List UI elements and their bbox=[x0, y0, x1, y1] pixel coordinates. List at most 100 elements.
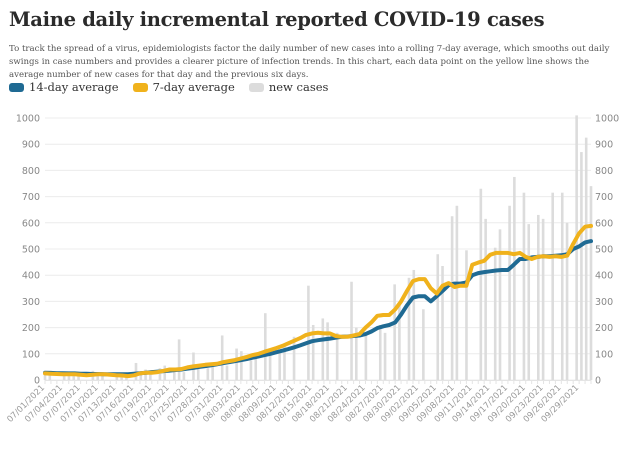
new-cases-bar bbox=[225, 365, 229, 380]
legend-swatch-new-cases bbox=[248, 82, 264, 92]
y-tick-label-right: 100 bbox=[595, 349, 613, 360]
new-cases-bar bbox=[62, 373, 66, 380]
new-cases-bar bbox=[479, 188, 483, 380]
new-cases-bar bbox=[254, 356, 258, 380]
y-tick-label-left: 700 bbox=[22, 192, 40, 203]
new-cases-bar bbox=[450, 216, 454, 380]
y-axis-left: 0 100 200 300 400 500 600 700 800 900 1000 bbox=[16, 114, 40, 387]
legend-item-14-day[interactable]: 14-day average bbox=[9, 80, 119, 94]
new-cases-bar bbox=[455, 205, 459, 380]
new-cases-bar bbox=[465, 250, 468, 380]
new-cases-bar bbox=[182, 372, 186, 380]
legend-item-new-cases[interactable]: new cases bbox=[248, 80, 329, 94]
legend-label-14-day: 14-day average bbox=[29, 80, 119, 94]
legend: 14-day average 7-day average new cases bbox=[9, 80, 342, 94]
new-cases-bar bbox=[177, 339, 181, 380]
y-tick-label-right: 300 bbox=[595, 297, 613, 308]
y-tick-label-left: 1000 bbox=[16, 114, 40, 125]
new-cases-bar bbox=[335, 332, 339, 380]
new-cases-bar bbox=[364, 335, 368, 380]
new-cases-bar bbox=[508, 205, 511, 380]
y-tick-label-left: 500 bbox=[22, 245, 40, 256]
new-cases-bar bbox=[412, 269, 416, 380]
y-axis-right: 0 100 200 300 400 500 600 700 800 900 1000 bbox=[595, 114, 619, 387]
y-tick-label-left: 400 bbox=[22, 271, 40, 282]
new-cases-bar bbox=[513, 176, 516, 380]
new-cases-bar bbox=[249, 360, 253, 380]
new-cases-bar bbox=[220, 335, 224, 380]
chart-title: Maine daily incremental reported COVID-1… bbox=[9, 8, 545, 31]
new-cases-bar bbox=[537, 214, 540, 380]
new-cases-bar bbox=[484, 218, 487, 380]
y-tick-label-right: 400 bbox=[595, 271, 613, 282]
y-tick-label-right: 1000 bbox=[595, 114, 619, 125]
new-cases-bar bbox=[584, 137, 588, 380]
y-tick-label-left: 100 bbox=[22, 349, 40, 360]
new-cases-bar bbox=[541, 218, 545, 380]
legend-label-new-cases: new cases bbox=[268, 80, 329, 94]
new-cases-bar bbox=[422, 309, 425, 380]
new-cases-bar bbox=[565, 222, 569, 380]
new-cases-bar bbox=[283, 345, 286, 380]
new-cases-bar bbox=[522, 192, 526, 380]
x-axis: 07/01/202107/04/202107/07/202107/10/2021… bbox=[5, 380, 592, 425]
y-tick-label-left: 200 bbox=[22, 323, 40, 334]
y-tick-label-right: 600 bbox=[595, 218, 613, 229]
y-tick-label-left: 900 bbox=[22, 140, 40, 151]
new-cases-bar bbox=[378, 324, 382, 380]
y-tick-label-right: 0 bbox=[595, 376, 601, 387]
y-tick-label-right: 200 bbox=[595, 323, 613, 334]
new-cases-bar bbox=[149, 370, 152, 380]
y-tick-label-right: 700 bbox=[595, 192, 613, 203]
new-cases-bar bbox=[196, 365, 200, 380]
new-cases-bar bbox=[240, 351, 243, 380]
new-cases-bar bbox=[278, 349, 281, 380]
new-cases-bar bbox=[48, 372, 52, 380]
new-cases-bar bbox=[144, 369, 147, 380]
new-cases-bar bbox=[139, 372, 143, 380]
chart-description: To track the spread of a virus, epidemio… bbox=[9, 44, 610, 80]
new-cases-bar bbox=[120, 376, 123, 380]
new-cases-bar bbox=[158, 368, 162, 380]
new-cases-bar bbox=[493, 247, 497, 380]
new-cases-bar bbox=[355, 327, 358, 380]
new-cases-bar bbox=[134, 362, 138, 380]
legend-swatch-14-day bbox=[9, 82, 24, 92]
new-cases-bar bbox=[321, 318, 325, 380]
new-cases-bar bbox=[173, 369, 176, 380]
new-cases-bar bbox=[560, 192, 564, 380]
new-cases-bar bbox=[326, 322, 329, 380]
new-cases-bar bbox=[292, 336, 296, 380]
7-day-average-line bbox=[43, 223, 593, 379]
y-tick-label-right: 900 bbox=[595, 140, 613, 151]
y-tick-label-left: 800 bbox=[22, 166, 40, 177]
new-cases-bar bbox=[77, 374, 80, 380]
new-cases-bar bbox=[589, 186, 593, 380]
new-cases-bar bbox=[407, 277, 411, 380]
new-cases-bar bbox=[311, 324, 315, 380]
lines bbox=[43, 223, 593, 379]
new-cases-bar bbox=[72, 372, 76, 380]
new-cases-bar bbox=[206, 368, 210, 380]
y-tick-label-right: 500 bbox=[595, 245, 613, 256]
y-tick-label-left: 300 bbox=[22, 297, 40, 308]
new-cases-bar bbox=[441, 266, 444, 380]
new-cases-bar bbox=[115, 375, 119, 380]
new-cases-bar bbox=[527, 224, 531, 380]
new-cases-bar bbox=[398, 304, 401, 380]
y-tick-label-right: 800 bbox=[595, 166, 613, 177]
new-cases-bar bbox=[498, 229, 502, 380]
new-cases-bar bbox=[551, 192, 554, 380]
new-cases-bar bbox=[350, 281, 353, 380]
new-cases-bar bbox=[436, 254, 440, 380]
new-cases-bar bbox=[580, 152, 583, 380]
y-tick-label-left: 600 bbox=[22, 218, 40, 229]
new-cases-bar bbox=[383, 332, 387, 380]
new-cases-bar bbox=[96, 374, 99, 380]
legend-swatch-7-day bbox=[132, 82, 148, 92]
legend-item-7-day[interactable]: 7-day average bbox=[132, 80, 235, 94]
legend-label-7-day: 7-day average bbox=[152, 80, 235, 94]
new-cases-bar bbox=[211, 366, 214, 380]
new-cases-bar bbox=[43, 372, 47, 380]
